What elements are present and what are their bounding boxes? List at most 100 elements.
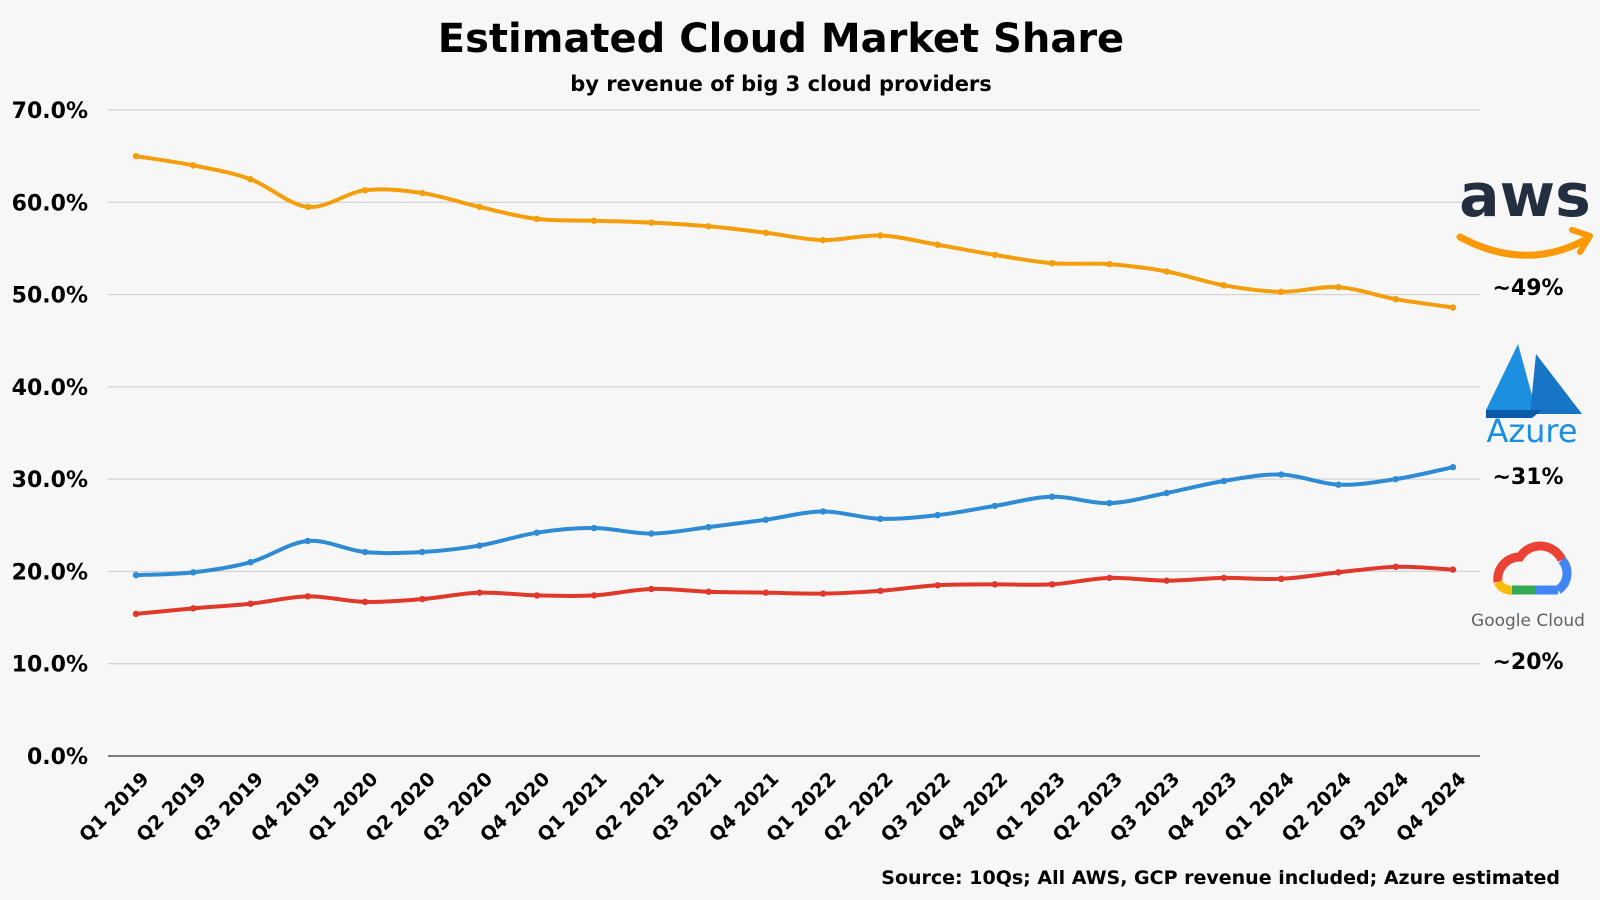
y-tick-label: 0.0%: [27, 745, 88, 770]
series-line: [135, 564, 1454, 616]
y-tick-label: 10.0%: [12, 653, 88, 678]
data-point: [705, 223, 712, 230]
data-point: [1335, 283, 1342, 291]
aws-end-label: ~49%: [1492, 276, 1563, 301]
data-point: [1220, 574, 1228, 582]
series-points: [132, 152, 1457, 618]
data-point: [1163, 268, 1170, 275]
data-point: [304, 593, 311, 600]
google-cloud-logo-icon: Google Cloud: [1471, 541, 1585, 631]
aws-logo-text: aws: [1459, 161, 1591, 231]
data-point: [1048, 581, 1056, 588]
azure-logo-icon: Azure: [1486, 344, 1582, 450]
data-point: [991, 581, 999, 588]
y-tick-label: 50.0%: [12, 284, 88, 309]
data-point: [762, 229, 770, 236]
y-tick-label: 60.0%: [12, 191, 88, 216]
data-point: [590, 592, 598, 599]
data-point: [877, 587, 884, 595]
data-point: [991, 251, 999, 259]
data-point: [247, 176, 254, 183]
data-point: [1048, 259, 1056, 267]
data-point: [247, 559, 254, 566]
data-point: [877, 515, 884, 523]
data-point: [419, 189, 426, 197]
data-point: [419, 548, 426, 556]
data-point: [1392, 295, 1399, 303]
data-point: [476, 589, 483, 596]
y-tick-label: 40.0%: [12, 376, 88, 401]
data-point: [1220, 477, 1228, 485]
google-cloud-end-label: ~20%: [1492, 650, 1563, 675]
data-point: [762, 589, 770, 596]
series-line: [135, 154, 1454, 310]
data-point: [819, 236, 827, 244]
chart-subtitle: by revenue of big 3 cloud providers: [570, 72, 992, 96]
y-tick-label: 30.0%: [12, 468, 88, 493]
data-point: [705, 588, 712, 595]
data-point: [132, 571, 140, 579]
data-point: [819, 508, 827, 515]
series-lines: [135, 154, 1454, 616]
data-point: [190, 162, 197, 169]
data-point: [1278, 575, 1285, 583]
data-point: [1106, 499, 1113, 507]
data-point: [1449, 463, 1457, 471]
y-axis-ticks: 0.0% 10.0% 20.0% 30.0% 40.0% 50.0% 60.0% 70.0%: [12, 99, 88, 770]
data-point: [476, 203, 483, 211]
y-tick-label: 20.0%: [12, 560, 88, 585]
data-point: [1220, 282, 1228, 289]
data-point: [1449, 566, 1457, 573]
data-point: [1106, 574, 1113, 582]
data-point: [132, 610, 140, 618]
data-point: [361, 548, 369, 556]
data-point: [819, 590, 827, 597]
data-point: [1449, 304, 1457, 311]
data-point: [934, 241, 941, 248]
data-point: [877, 232, 884, 239]
aws-logo-icon: aws: [1456, 161, 1593, 259]
data-point: [1106, 260, 1113, 268]
data-point: [762, 516, 770, 523]
data-point: [1392, 475, 1399, 483]
source-note: Source: 10Qs; All AWS, GCP revenue inclu…: [881, 867, 1560, 889]
data-point: [361, 187, 369, 194]
data-point: [533, 592, 541, 599]
data-point: [590, 524, 598, 532]
data-point: [190, 569, 197, 576]
data-point: [648, 585, 655, 593]
google-cloud-logo-text: Google Cloud: [1471, 611, 1585, 631]
data-point: [991, 502, 999, 510]
data-point: [132, 152, 140, 160]
data-point: [1335, 481, 1342, 488]
data-point: [304, 537, 311, 545]
data-point: [247, 600, 254, 607]
data-point: [190, 605, 197, 612]
data-point: [1163, 489, 1170, 497]
data-point: [1163, 577, 1170, 584]
data-point: [476, 542, 483, 549]
data-point: [1048, 493, 1056, 500]
data-point: [419, 595, 426, 603]
data-point: [648, 530, 655, 537]
data-point: [590, 217, 598, 224]
azure-logo-text: Azure: [1486, 412, 1577, 450]
data-point: [934, 582, 941, 589]
data-point: [1392, 563, 1399, 571]
chart-title: Estimated Cloud Market Share: [438, 16, 1124, 62]
azure-end-label: ~31%: [1492, 465, 1563, 490]
series-line: [135, 465, 1454, 578]
data-point: [648, 219, 655, 226]
data-point: [934, 511, 941, 519]
y-tick-label: 70.0%: [12, 99, 88, 124]
data-point: [705, 523, 712, 531]
gridlines: [108, 109, 1480, 757]
data-point: [361, 598, 369, 606]
data-point: [1278, 288, 1285, 296]
data-point: [1335, 569, 1342, 576]
data-point: [1278, 471, 1285, 478]
data-point: [533, 529, 541, 536]
data-point: [533, 215, 541, 223]
